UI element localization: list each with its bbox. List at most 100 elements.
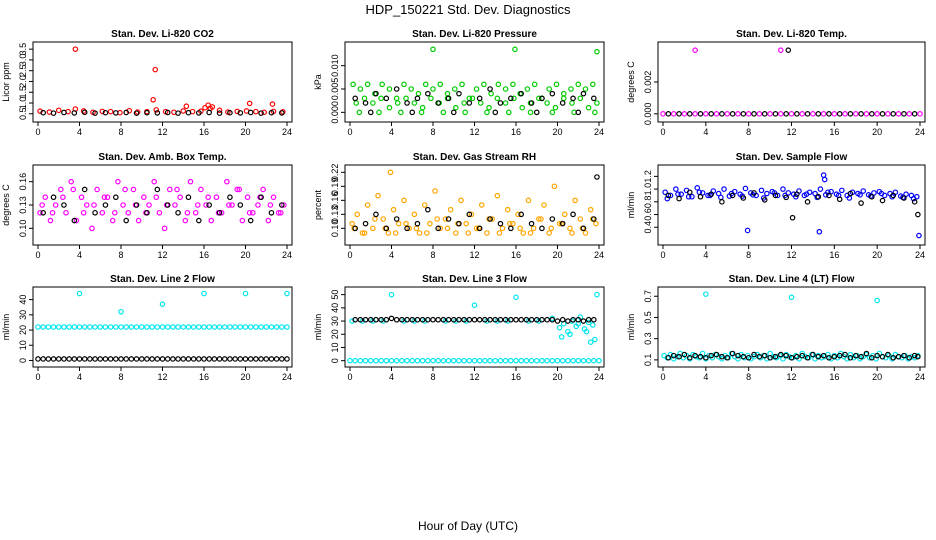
data-point [817,186,824,192]
data-point [546,86,553,92]
y-axis-label: ml/min [626,192,636,219]
data-point [810,111,816,117]
data-point [492,316,499,323]
data-point [585,357,592,364]
data-point [847,111,854,117]
data-point [192,209,199,216]
data-point [468,211,475,218]
y-tick-label: 1.5 [18,86,28,99]
data-point [538,216,544,222]
data-point [487,86,493,92]
data-point [785,47,792,53]
x-tick-label: 4 [77,372,82,382]
panel-title: Stan. Dev. Li-820 CO2 [111,29,214,40]
data-point [133,202,140,208]
data-point [246,100,253,107]
data-point [101,194,108,201]
data-point [799,350,806,357]
data-point [393,357,400,364]
data-point [386,104,393,111]
series-2 [665,189,921,221]
data-point [764,190,770,197]
data-point [63,209,69,216]
data-point [820,352,827,359]
data-point [570,316,576,323]
data-point [815,193,822,200]
data-point [453,104,459,111]
data-point [102,324,109,330]
data-point [437,225,444,232]
data-point [246,209,253,216]
data-point [364,81,371,88]
data-point [804,111,811,117]
data-point [874,352,880,359]
data-point [102,356,109,362]
data-point [539,316,545,323]
data-point [83,202,90,208]
data-point [130,186,137,193]
data-point [211,324,218,330]
data-point [556,220,563,227]
data-point [729,350,736,357]
data-point [803,191,810,197]
plot-frame [657,164,926,246]
x-tick-label: 0 [35,372,40,382]
data-point [465,230,472,236]
series-3 [35,356,290,362]
data-point [719,356,725,362]
data-point [232,324,238,330]
data-point [777,351,784,358]
data-point [399,357,405,364]
data-point [35,356,41,362]
data-point [211,356,218,362]
data-point [886,352,892,359]
data-point [879,197,886,204]
y-tick-label: 0.3 [643,332,653,345]
data-point [686,189,693,196]
x-tick-label: 4 [77,250,82,260]
data-point [383,357,390,364]
data-point [373,357,379,364]
data-point [895,111,902,117]
series-3 [665,47,918,117]
data-point [115,178,121,185]
data-point [670,111,677,117]
data-point [394,100,401,106]
data-point [419,104,426,111]
data-point [744,227,751,234]
data-point [523,357,530,364]
data-point [206,324,212,330]
data-point [482,357,488,364]
data-point [836,352,843,359]
data-point [216,107,223,114]
data-point [388,291,395,298]
data-point [415,90,422,97]
x-tick-label: 0 [35,250,40,260]
data-point [159,324,166,330]
data-point [528,220,535,227]
data-point [513,294,519,301]
data-point [911,199,918,205]
x-tick-label: 4 [389,127,394,137]
data-point [258,110,264,116]
data-point [497,357,504,364]
data-point [364,202,371,208]
data-point [273,356,280,362]
data-point [175,209,181,216]
data-point [761,111,768,117]
data-point [166,186,173,193]
data-point [164,324,171,330]
data-point [878,190,885,197]
data-point [190,324,197,330]
data-point [47,217,54,224]
data-point [591,216,597,222]
data-point [473,225,480,232]
data-point [575,81,582,88]
data-point [874,297,880,304]
data-point [580,225,587,232]
data-point [50,356,57,362]
data-point [423,230,430,236]
data-point [587,206,594,213]
data-point [560,90,567,97]
